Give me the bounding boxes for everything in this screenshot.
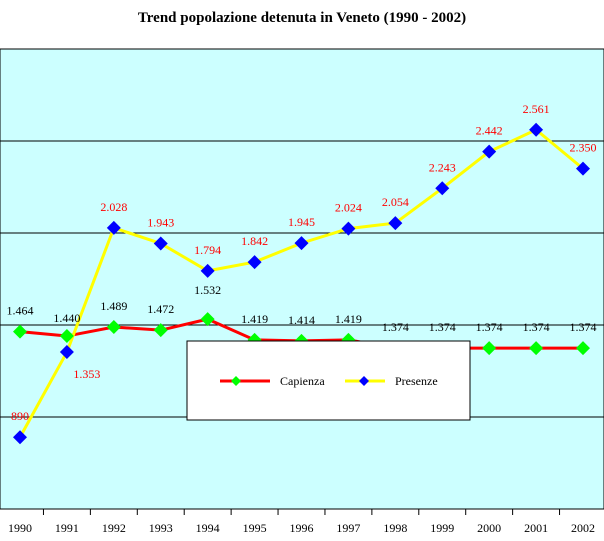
data-point-presenze <box>435 181 450 196</box>
data-label-capienza: 1.374 <box>523 320 550 334</box>
data-label-capienza: 1.419 <box>335 312 362 326</box>
x-tick-label: 1999 <box>430 521 454 535</box>
data-point-presenze <box>388 216 403 231</box>
data-label-presenze: 2.054 <box>382 195 409 209</box>
data-point-presenze <box>106 220 121 235</box>
x-tick-label: 1992 <box>102 521 126 535</box>
data-label-capienza: 1.419 <box>241 312 268 326</box>
data-label-capienza: 1.489 <box>100 299 127 313</box>
data-label-capienza: 1.532 <box>194 283 221 297</box>
data-point-capienza <box>200 312 215 327</box>
data-label-presenze: 2.442 <box>476 124 503 138</box>
x-tick-label: 2000 <box>477 521 501 535</box>
data-label-capienza: 1.374 <box>429 320 456 334</box>
x-axis: 1990 1991 1992 1993 1994 1995 1996 1997 1998 1999… <box>8 509 595 535</box>
x-tick-label: 1993 <box>149 521 173 535</box>
data-label-capienza: 1.374 <box>476 320 503 334</box>
legend-marker-capienza <box>231 376 241 386</box>
data-point-presenze <box>482 144 497 159</box>
x-tick-label: 1994 <box>196 521 220 535</box>
x-tick-label: 1996 <box>290 521 314 535</box>
data-point-presenze <box>59 345 74 360</box>
data-label-presenze: 2.243 <box>429 160 456 174</box>
data-point-capienza <box>529 341 544 356</box>
data-point-capienza <box>576 341 590 356</box>
data-point-capienza <box>13 324 27 339</box>
data-label-presenze: 1.842 <box>241 234 268 248</box>
data-label-presenze: 1.943 <box>147 215 174 229</box>
data-label-presenze: 2.561 <box>523 102 550 116</box>
x-tick-label: 2002 <box>571 521 595 535</box>
legend-label-capienza: Capienza <box>280 374 325 388</box>
data-label-presenze: 890 <box>11 409 29 423</box>
data-label-presenze: 1.794 <box>194 243 221 257</box>
data-label-capienza: 1.374 <box>382 320 409 334</box>
data-point-presenze <box>200 263 215 278</box>
legend-label-presenze: Presenze <box>395 374 438 388</box>
x-tick-label: 1990 <box>8 521 32 535</box>
data-point-presenze <box>529 122 544 137</box>
data-label-capienza: 1.374 <box>570 320 597 334</box>
data-point-presenze <box>153 236 168 251</box>
data-label-capienza: 1.414 <box>288 313 315 327</box>
legend: Capienza Presenze <box>186 340 471 421</box>
data-label-presenze: 1.353 <box>73 367 100 381</box>
data-point-presenze <box>247 255 262 270</box>
x-tick-label: 1995 <box>243 521 267 535</box>
data-point-presenze <box>294 236 309 251</box>
x-tick-label: 1991 <box>55 521 79 535</box>
x-tick-label: 2001 <box>524 521 548 535</box>
data-label-presenze: 2.350 <box>570 141 597 155</box>
legend-marker-presenze <box>359 376 369 386</box>
x-tick-label: 1997 <box>336 521 360 535</box>
data-point-presenze <box>341 221 356 236</box>
data-point-capienza <box>482 341 497 356</box>
data-labels: 1.464 1.440 1.489 1.472 1.532 1.419 1.414 1.419… <box>7 102 597 423</box>
data-label-presenze: 2.028 <box>100 200 127 214</box>
chart-title: Trend popolazione detenuta in Veneto (19… <box>138 10 466 26</box>
data-point-presenze <box>576 161 590 176</box>
data-point-capienza <box>59 329 74 344</box>
data-point-presenze <box>13 430 27 445</box>
data-label-capienza: 1.440 <box>53 311 80 325</box>
plot-area <box>0 48 604 510</box>
x-tick-label: 1998 <box>383 521 407 535</box>
data-label-presenze: 2.024 <box>335 201 362 215</box>
data-label-presenze: 1.945 <box>288 215 315 229</box>
data-label-capienza: 1.472 <box>147 302 174 316</box>
data-point-capienza <box>153 323 168 338</box>
data-point-capienza <box>106 320 121 335</box>
data-label-capienza: 1.464 <box>7 304 34 318</box>
